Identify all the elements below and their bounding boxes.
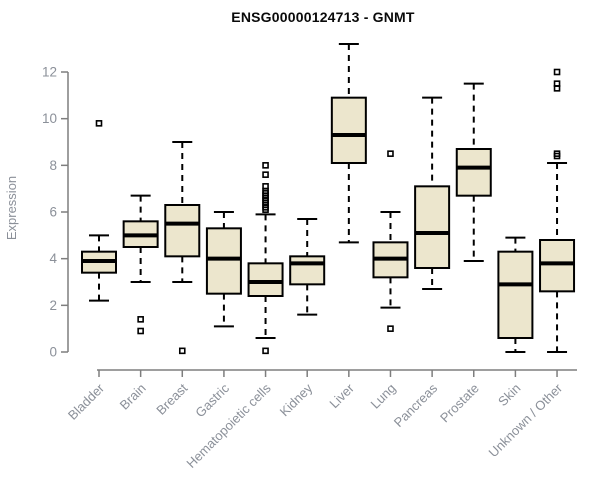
outlier-point xyxy=(262,206,269,213)
x-tick-label: Pancreas xyxy=(391,380,441,430)
boxplot-group xyxy=(455,82,492,263)
boxplot-group xyxy=(247,162,284,355)
chart-title: ENSG00000124713 - GNMT xyxy=(231,9,415,25)
boxplot-group xyxy=(372,150,409,332)
iqr-box xyxy=(247,262,284,298)
y-tick-label: 2 xyxy=(49,298,57,313)
x-tick-label: Skin xyxy=(495,381,523,409)
outlier-point xyxy=(178,347,186,355)
y-tick-label: 12 xyxy=(42,65,57,80)
iqr-box xyxy=(330,96,367,165)
outlier-point xyxy=(137,327,144,335)
boxplot-group xyxy=(81,120,117,302)
x-tick-label: Prostate xyxy=(437,381,482,426)
y-tick-label: 8 xyxy=(49,158,57,173)
x-tick-label: Kidney xyxy=(277,380,316,419)
boxplot-group xyxy=(414,96,451,291)
y-axis xyxy=(61,71,69,353)
y-axis-title: Expression xyxy=(4,176,19,240)
iqr-box xyxy=(164,204,201,258)
x-tick-label: Lung xyxy=(368,381,399,412)
y-tick-label: 10 xyxy=(42,111,57,126)
outlier-point xyxy=(553,85,561,92)
x-tick-label: Brain xyxy=(117,381,149,413)
x-axis xyxy=(97,369,577,377)
iqr-box xyxy=(539,239,576,293)
iqr-box xyxy=(497,250,534,340)
iqr-box xyxy=(289,255,326,286)
outlier-point xyxy=(553,152,561,160)
boxplot-group xyxy=(122,194,159,335)
boxplot-group xyxy=(289,218,326,316)
outlier-point xyxy=(553,68,561,76)
iqr-box xyxy=(455,148,492,197)
outlier-point xyxy=(95,120,103,127)
outlier-point xyxy=(262,171,269,178)
outlier-point xyxy=(137,316,144,323)
x-tick-label: Gastric xyxy=(192,380,232,420)
x-tick-label: Unknown / Other xyxy=(486,380,566,460)
x-tick-label: Bladder xyxy=(65,380,108,423)
outlier-point xyxy=(387,325,394,332)
y-tick-label: 0 xyxy=(49,345,57,360)
boxplot-group xyxy=(164,141,201,355)
x-tick-label: Liver xyxy=(326,380,357,411)
iqr-box xyxy=(414,185,451,270)
iqr-box xyxy=(205,227,242,295)
x-tick-label: Breast xyxy=(153,380,190,417)
outlier-point xyxy=(387,150,394,157)
outlier-point xyxy=(262,347,269,355)
boxplot-group xyxy=(330,43,367,244)
boxplot-group xyxy=(539,68,576,353)
y-tick-label: 6 xyxy=(49,205,57,220)
outlier-point xyxy=(262,162,269,169)
boxplot-group xyxy=(497,236,534,353)
y-tick-label: 4 xyxy=(49,251,57,266)
boxplot-group xyxy=(205,211,242,328)
